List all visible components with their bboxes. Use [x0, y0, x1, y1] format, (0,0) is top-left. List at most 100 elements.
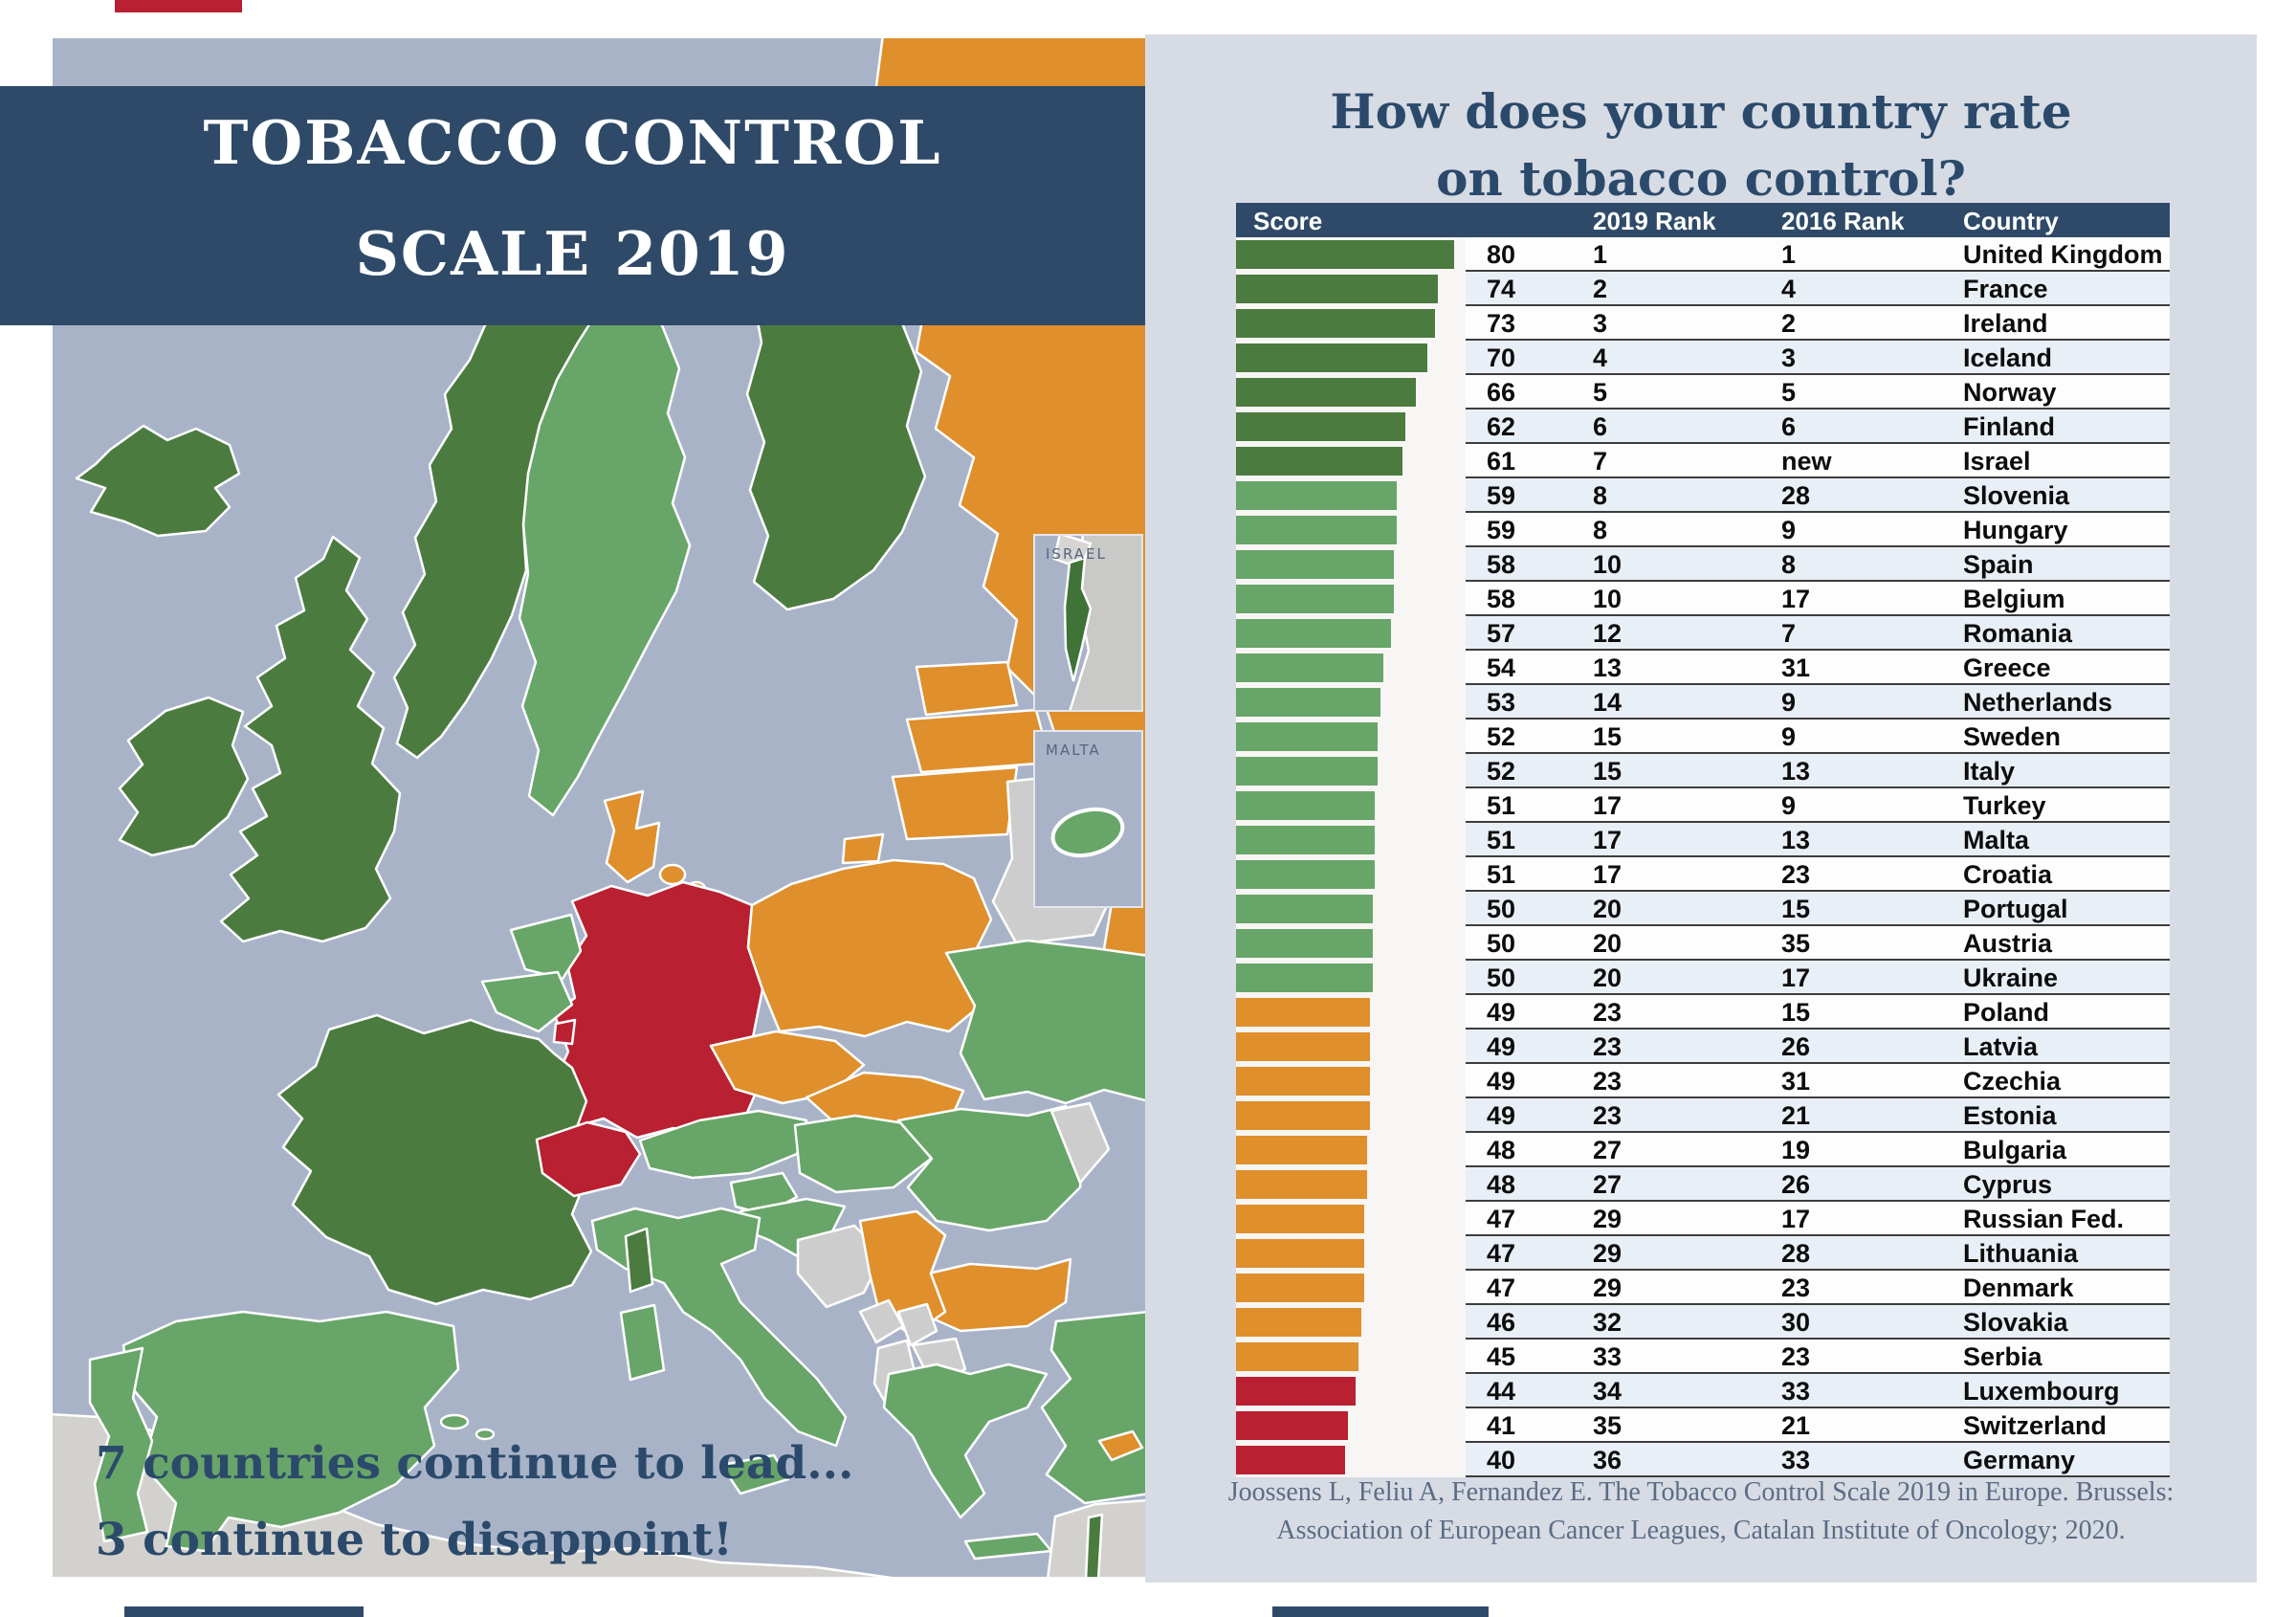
row-content: 62 6 6 Finland	[1466, 410, 2170, 444]
score-value: 44	[1487, 1377, 1516, 1406]
row-content: 51 17 23 Croatia	[1466, 857, 2170, 892]
table-row: 70 4 3 Iceland	[1236, 341, 2170, 375]
israel-inset: ISRAEL	[1033, 534, 1143, 712]
rank-2019-value: 17	[1593, 860, 1623, 889]
rank-2016-value: 6	[1781, 412, 1797, 441]
score-bar-cell	[1236, 1271, 1466, 1305]
table-row: 47 29 28 Lithuania	[1236, 1236, 2170, 1271]
country-name: Portugal	[1963, 895, 2068, 923]
score-bar-cell	[1236, 926, 1466, 961]
israel-inset-shape	[1063, 556, 1093, 682]
rank-2019-value: 1	[1593, 240, 1608, 269]
rank-2019-value: 33	[1593, 1342, 1623, 1371]
map-country-luxembourg	[552, 1018, 577, 1046]
row-content: 41 35 21 Switzerland	[1466, 1408, 2170, 1443]
rank-2016-value: 9	[1781, 516, 1797, 544]
rank-2016-value: 2	[1781, 309, 1797, 338]
score-value: 80	[1487, 240, 1516, 269]
table-row: 47 29 17 Russian Fed.	[1236, 1202, 2170, 1236]
score-value: 50	[1487, 929, 1516, 958]
rank-2019-value: 10	[1593, 585, 1623, 613]
map-country-greece	[882, 1362, 1049, 1519]
map-country-portugal	[88, 1346, 154, 1543]
score-bar	[1236, 998, 1370, 1027]
score-bar-cell	[1236, 444, 1466, 478]
score-value: 70	[1487, 343, 1516, 372]
score-bar-cell	[1236, 685, 1466, 720]
score-bar	[1236, 929, 1373, 958]
score-bar-cell	[1236, 582, 1466, 616]
country-name: Czechia	[1963, 1067, 2062, 1096]
score-bar	[1236, 1377, 1356, 1406]
score-value: 59	[1487, 481, 1516, 510]
rank-2019-value: 5	[1593, 378, 1608, 407]
malta-inset-map	[1035, 732, 1141, 906]
row-content: 54 13 31 Greece	[1466, 651, 2170, 685]
row-content: 44 34 33 Luxembourg	[1466, 1374, 2170, 1408]
table-header: Score 2019 Rank 2016 Rank Country	[1236, 203, 2170, 237]
map-country-netherlands	[509, 913, 583, 981]
score-bar-cell	[1236, 513, 1466, 547]
score-bar-cell	[1236, 1098, 1466, 1133]
rank-2019-value: 8	[1593, 516, 1608, 544]
map-island-corsica	[624, 1227, 654, 1294]
score-bar	[1236, 1170, 1367, 1199]
header-country: Country	[1963, 207, 2059, 235]
score-value: 41	[1487, 1411, 1516, 1440]
map-country-denmark	[603, 789, 661, 884]
rank-2016-value: 23	[1781, 1274, 1811, 1302]
country-name: Luxembourg	[1963, 1377, 2120, 1406]
rank-2016-value: 30	[1781, 1308, 1811, 1337]
rank-2019-value: 7	[1593, 447, 1608, 476]
map-island-ibiza	[475, 1428, 496, 1441]
rank-2016-value: 26	[1781, 1032, 1811, 1061]
score-value: 49	[1487, 998, 1516, 1027]
table-row: 57 12 7 Romania	[1236, 616, 2170, 651]
score-bar	[1236, 412, 1405, 441]
score-bar	[1236, 378, 1416, 407]
score-value: 59	[1487, 516, 1516, 544]
map-country-united-kingdom	[219, 535, 402, 943]
rank-2016-value: 15	[1781, 998, 1811, 1027]
score-value: 73	[1487, 309, 1516, 338]
row-content: 59 8 9 Hungary	[1466, 513, 2170, 547]
table-row: 49 23 21 Estonia	[1236, 1098, 2170, 1133]
score-bar	[1236, 688, 1380, 717]
score-bar	[1236, 516, 1397, 544]
table-row: 51 17 23 Croatia	[1236, 857, 2170, 892]
rank-2016-value: 33	[1781, 1446, 1811, 1474]
score-bar	[1236, 1239, 1364, 1268]
rank-2019-value: 17	[1593, 826, 1623, 854]
rank-2019-value: 13	[1593, 653, 1623, 682]
score-bar-cell	[1236, 1133, 1466, 1167]
row-content: 40 36 33 Germany	[1466, 1443, 2170, 1477]
score-bar-cell	[1236, 1167, 1466, 1202]
map-country-spain	[121, 1310, 460, 1553]
right-title: How does your country rate on tobacco co…	[1145, 78, 2257, 212]
row-content: 48 27 26 Cyprus	[1466, 1167, 2170, 1202]
score-value: 58	[1487, 550, 1516, 579]
row-content: 53 14 9 Netherlands	[1466, 685, 2170, 720]
score-bar-cell	[1236, 1064, 1466, 1098]
rank-2019-value: 34	[1593, 1377, 1623, 1406]
country-name: Finland	[1963, 412, 2055, 441]
rank-2016-value: 19	[1781, 1136, 1811, 1164]
header-score: Score	[1253, 207, 1323, 235]
map-country-poland	[746, 858, 993, 1038]
map-country-ukraine	[944, 939, 1145, 1105]
rank-2019-value: 23	[1593, 998, 1623, 1027]
header-2019-rank: 2019 Rank	[1593, 207, 1716, 235]
score-value: 61	[1487, 447, 1516, 476]
score-value: 46	[1487, 1308, 1516, 1337]
map-island-crete	[963, 1532, 1053, 1561]
row-content: 47 29 23 Denmark	[1466, 1271, 2170, 1305]
map-country-denmark-island	[658, 863, 687, 886]
map-country-latvia	[905, 708, 1052, 774]
rank-2016-value: 13	[1781, 757, 1811, 786]
malta-inset-label: MALTA	[1046, 742, 1101, 759]
score-bar-cell	[1236, 1202, 1466, 1236]
table-row: 54 13 31 Greece	[1236, 651, 2170, 685]
rank-2019-value: 27	[1593, 1136, 1623, 1164]
score-value: 47	[1487, 1239, 1516, 1268]
map-country-moldova	[1049, 1101, 1111, 1185]
